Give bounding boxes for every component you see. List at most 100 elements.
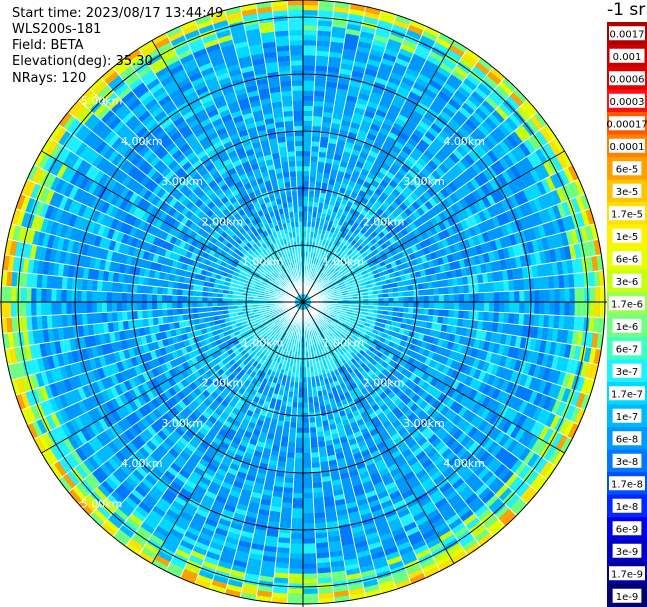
data-cell: [441, 447, 453, 460]
data-cell: [530, 437, 543, 453]
data-cell: [188, 244, 196, 253]
data-cell: [418, 473, 431, 484]
data-cell: [204, 127, 217, 137]
data-cell: [207, 306, 213, 312]
data-cell: [378, 302, 384, 307]
data-cell: [101, 280, 108, 292]
data-cell: [523, 388, 534, 403]
data-cell: [96, 280, 103, 292]
data-cell: [283, 249, 288, 256]
data-cell: [355, 461, 367, 470]
data-cell: [125, 542, 142, 556]
data-cell: [103, 444, 116, 458]
data-cell: [78, 373, 87, 387]
data-cell: [188, 521, 203, 532]
data-cell: [319, 405, 327, 412]
data-cell: [274, 319, 280, 325]
data-cell: [210, 90, 224, 100]
data-cell: [523, 488, 538, 505]
data-cell: [545, 412, 556, 428]
data-cell: [456, 446, 468, 459]
data-cell: [310, 330, 314, 337]
data-cell: [286, 316, 291, 322]
data-cell: [172, 416, 182, 427]
data-cell: [280, 507, 293, 514]
data-cell: [441, 419, 452, 430]
data-cell: [160, 152, 172, 164]
data-cell: [289, 381, 295, 388]
data-cell: [261, 348, 268, 355]
data-cell: [555, 434, 568, 451]
data-cell: [121, 302, 128, 312]
data-cell: [338, 318, 345, 323]
data-cell: [211, 476, 224, 486]
data-cell: [63, 406, 75, 421]
data-cell: [208, 166, 219, 176]
data-cell: [276, 466, 286, 473]
data-cell: [71, 313, 78, 327]
data-cell: [20, 195, 31, 212]
data-cell: [282, 426, 290, 433]
data-cell: [491, 321, 499, 333]
data-cell: [69, 252, 77, 266]
data-cell: [272, 490, 284, 498]
data-cell: [219, 485, 231, 495]
data-cell: [270, 243, 276, 250]
data-cell: [171, 92, 185, 104]
data-cell: [256, 440, 266, 448]
data-cell: [36, 418, 48, 435]
data-cell: [338, 328, 344, 334]
data-cell: [107, 494, 122, 508]
data-cell: [344, 336, 350, 343]
data-cell: [243, 337, 251, 344]
data-cell: [51, 354, 60, 369]
data-cell: [363, 366, 371, 374]
data-cell: [373, 481, 385, 490]
data-cell: [261, 242, 268, 250]
data-cell: [368, 305, 374, 310]
data-cell: [272, 248, 278, 255]
data-cell: [189, 222, 198, 231]
data-cell: [114, 208, 124, 221]
data-cell: [227, 305, 233, 310]
data-cell: [470, 347, 479, 358]
data-cell: [258, 267, 264, 273]
data-cell: [243, 452, 254, 460]
data-cell: [113, 351, 122, 363]
data-cell: [141, 497, 156, 510]
data-cell: [56, 353, 65, 368]
data-cell: [426, 321, 433, 330]
data-cell: [368, 302, 374, 306]
data-cell: [192, 159, 203, 169]
data-cell: [445, 422, 456, 434]
data-cell: [256, 318, 262, 323]
data-cell: [197, 113, 210, 124]
data-cell: [356, 326, 363, 332]
data-cell: [121, 292, 128, 302]
data-cell: [464, 386, 474, 398]
data-cell: [231, 407, 241, 416]
data-cell: [237, 410, 246, 419]
data-cell: [266, 273, 272, 279]
data-cell: [433, 380, 443, 390]
data-cell: [235, 359, 243, 367]
data-cell: [232, 302, 238, 306]
data-cell: [321, 317, 327, 323]
data-cell: [217, 490, 230, 500]
data-cell: [207, 179, 218, 189]
data-cell: [453, 309, 459, 319]
data-cell: [413, 302, 419, 309]
data-cell: [328, 349, 334, 356]
data-cell: [246, 562, 262, 571]
data-cell: [223, 420, 233, 429]
data-cell: [284, 385, 290, 392]
data-cell: [289, 553, 303, 559]
data-cell: [158, 177, 169, 188]
data-cell: [226, 531, 241, 541]
data-cell: [172, 288, 178, 296]
data-cell: [409, 442, 421, 453]
data-cell: [303, 498, 314, 504]
data-cell: [268, 402, 276, 409]
data-cell: [187, 289, 193, 297]
data-cell: [361, 574, 378, 583]
